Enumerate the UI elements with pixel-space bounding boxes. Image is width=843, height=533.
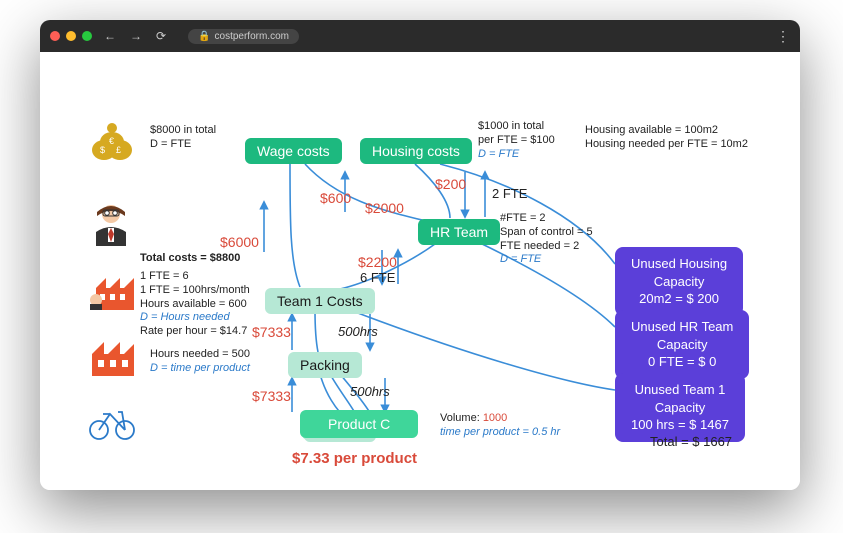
- flow-6000: $6000: [220, 234, 259, 252]
- flow-2200: $2200: [358, 254, 397, 272]
- team-annot: 1 FTE = 6 1 FTE = 100hrs/month Hours ava…: [140, 270, 250, 339]
- node-unused-housing: Unused Housing Capacity 20m2 = $ 200: [615, 247, 743, 316]
- node-unused-hr: Unused HR Team Capacity 0 FTE = $ 0: [615, 310, 749, 379]
- node-unused-team1: Unused Team 1 Capacity 100 hrs = $ 1467: [615, 373, 745, 442]
- svg-text:€: €: [109, 136, 114, 146]
- diagram-canvas: $ £ €: [40, 52, 800, 490]
- bicycle-icon: [88, 408, 136, 440]
- total-label: Total = $ 1667: [650, 434, 732, 450]
- housing-annot: $1000 in total per FTE = $100 D = FTE: [478, 120, 555, 161]
- node-product-c: Product C: [300, 410, 418, 438]
- team-total: Total costs = $8800: [140, 252, 240, 266]
- factory-worker-icon: [88, 270, 134, 310]
- flow-200: $200: [435, 176, 466, 194]
- per-product-label: $7.33 per product: [292, 450, 417, 469]
- node-team1-costs: Team 1 Costs: [265, 288, 375, 314]
- address-bar[interactable]: 🔒 costperform.com: [188, 29, 299, 44]
- node-housing-costs: Housing costs: [360, 138, 472, 164]
- maximize-dot[interactable]: [82, 31, 92, 41]
- menu-icon[interactable]: ⋮: [776, 28, 790, 45]
- url-text: costperform.com: [215, 31, 289, 42]
- node-wage-costs: Wage costs: [245, 138, 342, 164]
- flow-2fte: 2 FTE: [492, 186, 527, 202]
- flow-7333b: $7333: [252, 388, 291, 406]
- flow-7333a: $7333: [252, 324, 291, 342]
- back-icon[interactable]: ←: [104, 29, 116, 43]
- manager-icon: [92, 202, 130, 246]
- close-dot[interactable]: [50, 31, 60, 41]
- housing-avail-annot: Housing available = 100m2 Housing needed…: [585, 124, 748, 152]
- minimize-dot[interactable]: [66, 31, 76, 41]
- browser-chrome: ← → ⟳ 🔒 costperform.com ⋮: [40, 20, 800, 52]
- node-packing: Packing: [288, 352, 362, 378]
- flow-600: $600: [320, 190, 351, 208]
- factory-icon: [90, 340, 134, 376]
- packing-annot: Hours needed = 500 D = time per product: [150, 348, 250, 376]
- lock-icon: 🔒: [198, 31, 210, 42]
- money-bag-icon: $ £ €: [90, 122, 134, 162]
- forward-icon[interactable]: →: [130, 29, 142, 43]
- svg-text:£: £: [116, 145, 121, 155]
- flow-500b: 500hrs: [350, 384, 390, 400]
- window-controls: [50, 31, 92, 41]
- reload-icon[interactable]: ⟳: [156, 29, 166, 43]
- product-annot: Volume: 1000 time per product = 0.5 hr: [440, 412, 560, 440]
- browser-window: ← → ⟳ 🔒 costperform.com ⋮: [40, 20, 800, 490]
- flow-500a: 500hrs: [338, 324, 378, 340]
- node-hr-team: HR Team: [418, 219, 500, 245]
- wage-annot: $8000 in total D = FTE: [150, 124, 216, 152]
- hr-annot: #FTE = 2 Span of control = 5 FTE needed …: [500, 212, 593, 267]
- flow-2000: $2000: [365, 200, 404, 218]
- flow-6fte: 6 FTE: [360, 270, 395, 286]
- svg-text:$: $: [100, 145, 105, 155]
